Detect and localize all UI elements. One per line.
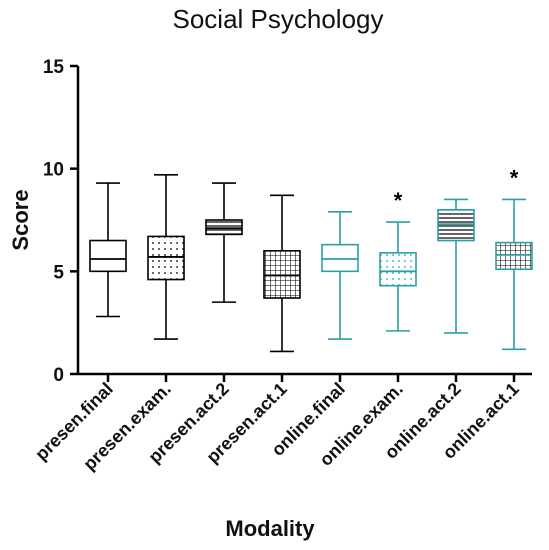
box-presen.act.1 [263,194,301,353]
box-pattern [264,250,300,299]
box-background [322,244,358,272]
y-tick-label: 5 [53,262,64,283]
y-tick-label: 0 [53,365,64,386]
box-iqr [321,243,359,273]
chart-title: Social Psychology [173,4,384,34]
box-iqr [89,239,127,273]
box-pattern [206,220,242,235]
box-iqr [437,208,475,242]
box-presen.exam. [147,174,185,340]
box-presen.act.2 [205,182,243,303]
y-tick-label: 10 [43,160,64,181]
box-online.final [321,210,359,340]
box-iqr [263,250,301,299]
box-iqr [379,252,417,287]
box-iqr [205,219,243,236]
significance-marker: * [394,188,403,213]
box-online.exam.: * [379,188,417,332]
box-presen.final [89,182,127,318]
box-pattern [438,209,474,241]
box-iqr [495,241,533,271]
significance-marker: * [510,165,519,190]
box-online.act.1: * [495,165,533,351]
box-pattern [496,242,532,270]
x-axis-label: Modality [225,516,315,541]
y-tick-label: 15 [43,57,65,78]
box-iqr [147,235,185,281]
box-pattern [380,252,416,286]
box-online.act.2 [437,198,475,334]
box-pattern [148,236,184,280]
box-background [90,240,126,272]
y-axis-label: Score [8,189,33,250]
